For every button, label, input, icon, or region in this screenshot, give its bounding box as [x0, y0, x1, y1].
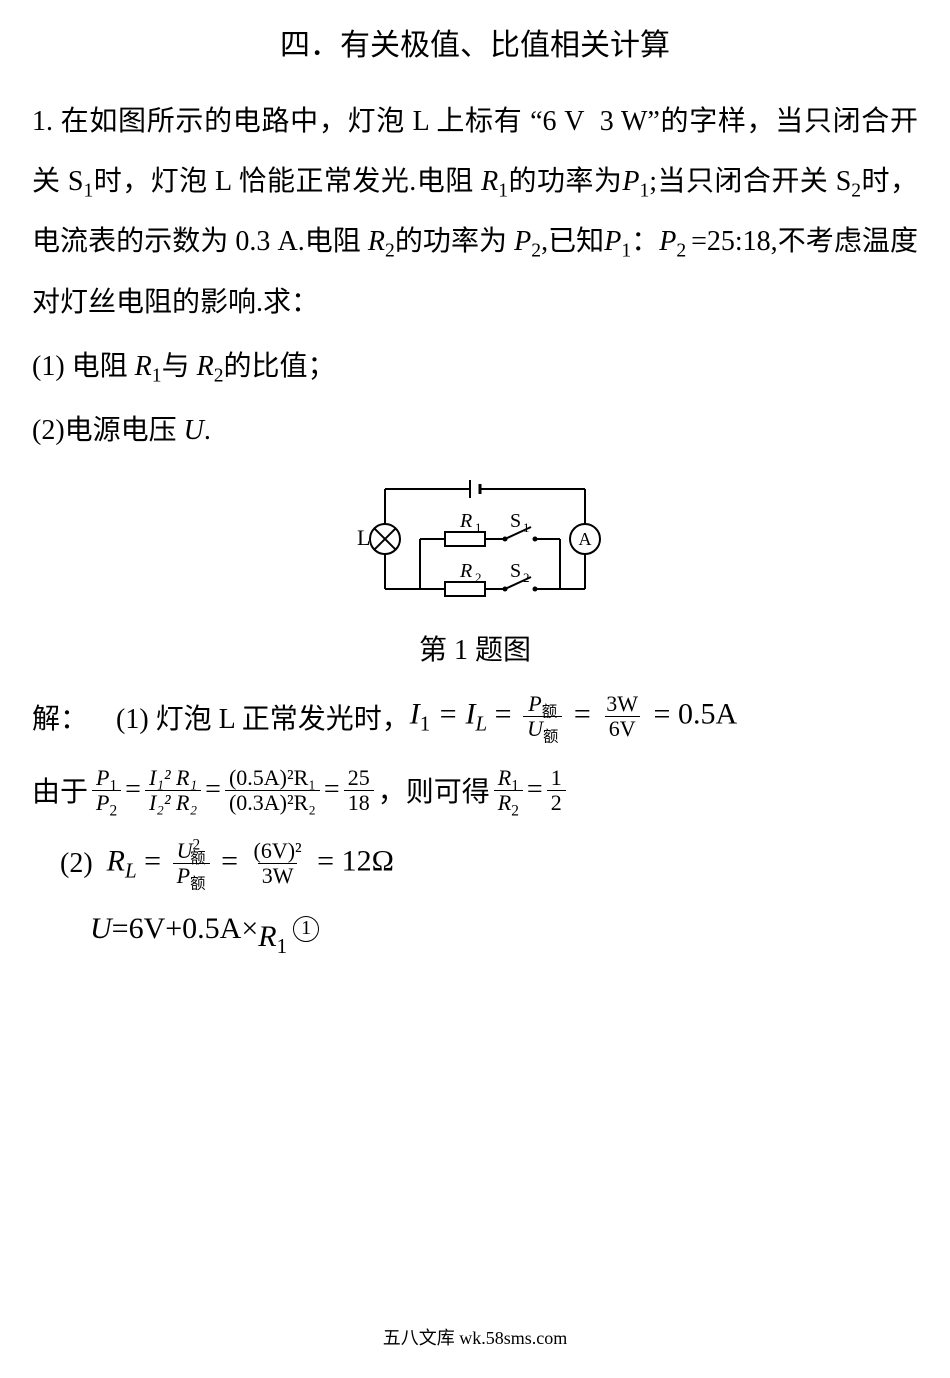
eq-text: =	[495, 698, 519, 731]
page-footer: 五八文库 wk.58sms.com	[32, 1324, 918, 1350]
solution2-prefix: 由于	[32, 770, 88, 810]
fraction-den: 2	[547, 790, 566, 815]
fraction: P额 U额	[523, 692, 562, 741]
fraction-den: U额	[523, 716, 562, 741]
fraction-num: U2额	[173, 839, 210, 863]
fraction: (0.5A)²R₁ (0.3A)²R₂	[225, 766, 320, 815]
eq-sub: 1	[277, 934, 288, 958]
fraction-num: (0.5A)²R₁	[225, 766, 320, 790]
eq-text: P	[96, 765, 109, 790]
figure-caption: 第 1 题图	[32, 628, 918, 668]
solution-step-2: 由于 P1 P2 = I₁² R₁ I₂² R₂ = (0.5A)²R₁ (0.…	[32, 766, 918, 815]
fraction-den: P额	[173, 863, 210, 888]
eq-sub: L	[125, 858, 137, 882]
svg-text:1: 1	[523, 520, 530, 535]
eq-text: = I	[438, 698, 476, 731]
fraction-den: R2	[494, 790, 523, 815]
eq-text: = 12Ω	[317, 844, 394, 877]
eq-text: U	[90, 912, 112, 946]
fraction: I₁² R₁ I₂² R₂	[145, 766, 201, 815]
circuit-figure: LAR1S1R2S2	[32, 469, 918, 614]
eq-text: =6V+0.5A×	[112, 912, 259, 946]
fraction: R1 R2	[494, 766, 523, 815]
eq-sub: L	[475, 712, 487, 736]
eq-text: = 0.5A	[654, 698, 738, 731]
fraction: U2额 P额	[173, 839, 210, 888]
fraction: (6V)² 3W	[250, 839, 306, 888]
eq-sub: 2	[511, 802, 519, 819]
eq-sub: 1	[420, 712, 431, 736]
fraction-num: I₁² R₁	[145, 766, 201, 790]
solution1-prefix: 解： (1) 灯泡 L 正常发光时，	[32, 697, 410, 737]
fraction-num: R1	[494, 766, 523, 790]
problem-body: 1. 在如图所示的电路中，灯泡 L 上标有 “6 V 3 W”的字样，当只闭合开…	[32, 92, 918, 333]
fraction: 25 18	[344, 766, 374, 815]
fraction-den: 18	[344, 790, 374, 815]
svg-text:A: A	[579, 529, 592, 549]
svg-text:L: L	[357, 525, 370, 550]
fraction-den: 3W	[258, 863, 298, 888]
fraction: 1 2	[547, 766, 566, 815]
eq-text: R	[498, 790, 511, 815]
fraction: 3W 6V	[602, 692, 642, 741]
solution3-eq: RL = U2额 P额 = (6V)² 3W = 12Ω	[107, 839, 394, 888]
eq-text: =	[324, 774, 340, 806]
question-1: (1) 电阻 R1与 R2的比值；	[32, 337, 918, 397]
svg-text:R: R	[459, 510, 472, 532]
eq-text: P	[177, 863, 190, 888]
svg-text:1: 1	[475, 520, 482, 535]
solution1-eq: I1 = IL = P额 U额 = 3W 6V = 0.5A	[410, 692, 737, 741]
fraction-num: 3W	[602, 692, 642, 716]
solution-step-3: (2) RL = U2额 P额 = (6V)² 3W = 12Ω	[60, 839, 918, 888]
eq-text: =	[574, 698, 598, 731]
question-2: (2)电源电压 U.	[32, 401, 918, 461]
circuit-diagram: LAR1S1R2S2	[325, 469, 625, 609]
fraction-den: (0.3A)²R₂	[225, 790, 320, 815]
eq-text: =	[221, 844, 245, 877]
fraction-num: 25	[344, 766, 374, 790]
eq-text: P	[96, 790, 109, 815]
fraction: P1 P2	[92, 766, 121, 815]
fraction-num: P额	[524, 692, 561, 716]
svg-text:S: S	[510, 510, 521, 532]
section-title: 四．有关极值、比值相关计算	[32, 20, 918, 64]
eq-text: U	[527, 716, 543, 741]
eq-sub: 额	[190, 875, 205, 892]
eq-text: R1	[258, 920, 287, 954]
solution3-prefix: (2)	[60, 848, 107, 880]
solution-step-1: 解： (1) 灯泡 L 正常发光时， I1 = IL = P额 U额 = 3W …	[32, 692, 918, 741]
document-page: 四．有关极值、比值相关计算 1. 在如图所示的电路中，灯泡 L 上标有 “6 V…	[0, 0, 950, 1378]
svg-text:2: 2	[475, 570, 482, 585]
svg-text:R: R	[459, 560, 472, 582]
eq-text: =	[125, 774, 141, 806]
solution2-mid: ，则可得	[378, 770, 490, 810]
svg-text:2: 2	[523, 570, 530, 585]
eq-text: R	[498, 765, 511, 790]
fraction-den: I₂² R₂	[145, 790, 201, 815]
eq-text: I	[410, 698, 420, 731]
eq-text: =	[527, 774, 543, 806]
fraction-num: 1	[547, 766, 566, 790]
eq-text: R	[258, 920, 276, 953]
circled-number-icon: 1	[293, 916, 319, 942]
eq-text: =	[205, 774, 221, 806]
svg-text:S: S	[510, 560, 521, 582]
eq-sub: 2	[109, 802, 117, 819]
eq-text: P	[528, 691, 541, 716]
fraction-den: P2	[92, 790, 121, 815]
fraction-num: P1	[92, 766, 121, 790]
fraction-num: (6V)²	[250, 839, 306, 863]
solution-step-4: U =6V+0.5A× R1 1	[90, 912, 918, 946]
eq-text: =	[144, 844, 168, 877]
eq-text: R	[107, 844, 125, 877]
fraction-den: 6V	[605, 716, 640, 741]
eq-sub: 额	[543, 729, 558, 746]
